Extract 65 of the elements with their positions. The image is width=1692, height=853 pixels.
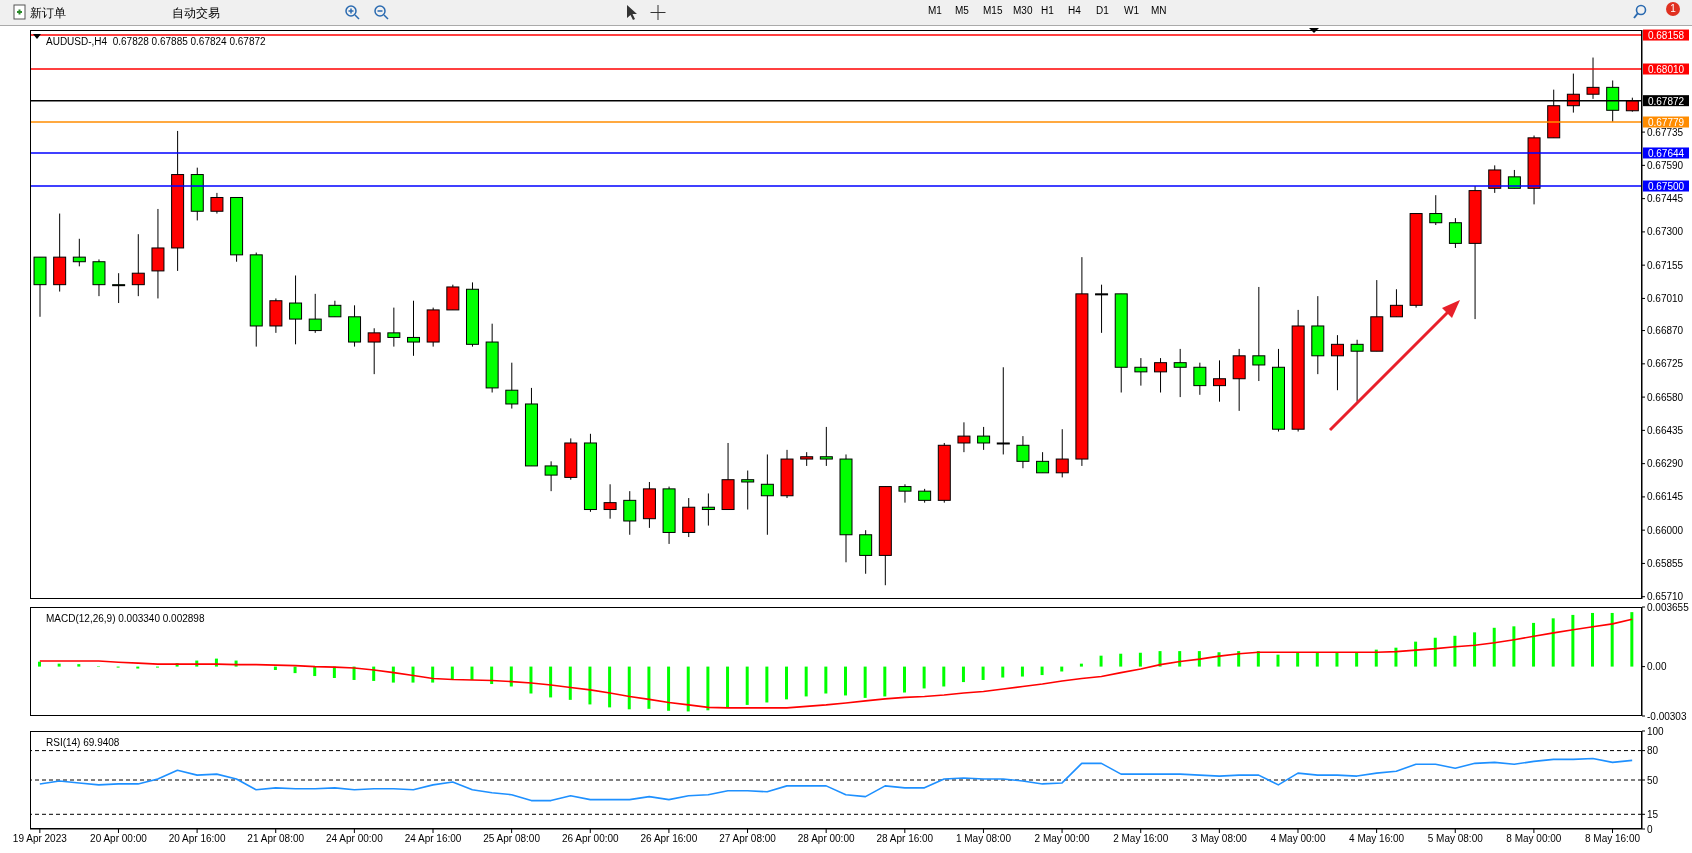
text: M5 <box>955 5 969 16</box>
text: M30 <box>1013 5 1033 16</box>
x-tick-label: 28 Apr 00:00 <box>797 833 855 845</box>
y-tick-label: 0 <box>1647 823 1653 835</box>
y-tick-label: 0.66580 <box>1647 391 1684 403</box>
y-tick-label: 0.66725 <box>1647 358 1684 370</box>
text: 新订单 <box>30 5 66 22</box>
y-tick-label: 50 <box>1647 774 1659 786</box>
y-tick-label: 0.67010 <box>1647 292 1684 304</box>
x-tick-label: 2 May 16:00 <box>1113 833 1169 845</box>
x-tick-label: 26 Apr 00:00 <box>561 833 620 845</box>
x-tick-label: 27 Apr 08:00 <box>719 833 777 845</box>
text: W1 <box>1124 5 1139 16</box>
y-tick-label: -0.00303 <box>1647 710 1687 722</box>
y-tick-label: 0.67735 <box>1647 126 1684 138</box>
y-tick-label: 0.67300 <box>1647 226 1684 238</box>
text: AUDUSD-,H4 0.67828 0.67885 0.67824 0.67872 <box>44 36 268 47</box>
x-tick-label: 20 Apr 16:00 <box>168 833 226 845</box>
text: M15 <box>983 5 1003 16</box>
y-tick-label: 15 <box>1647 808 1659 820</box>
text: H1 <box>1041 5 1054 16</box>
x-tick-label: 19 Apr 2023 <box>12 833 68 845</box>
x-tick-label: 26 Apr 16:00 <box>640 833 698 845</box>
x-tick-label: 8 May 16:00 <box>1584 833 1641 845</box>
y-tick-label: 0.003655 <box>1647 601 1690 613</box>
y-tick-label: 0.67590 <box>1647 159 1684 171</box>
y-tick-label: 100 <box>1647 725 1665 737</box>
y-tick-label: 0.67445 <box>1647 193 1684 205</box>
x-tick-label: 4 May 00:00 <box>1270 833 1326 845</box>
ref-line-label: 0.67872 <box>1647 95 1685 107</box>
y-tick-label: 0.66145 <box>1647 491 1684 503</box>
text: H4 <box>1068 5 1081 16</box>
y-tick-label: 0.66870 <box>1647 325 1684 337</box>
ref-line-label: 0.67500 <box>1647 181 1685 193</box>
x-tick-label: 1 May 08:00 <box>955 833 1012 845</box>
ref-line-label: 0.68158 <box>1647 30 1685 42</box>
text: 自动交易 <box>172 5 220 22</box>
text: MACD(12,26,9) 0.003340 0.002898 <box>44 613 207 624</box>
ref-line-label: 0.67644 <box>1647 147 1685 159</box>
x-tick-label: 20 Apr 00:00 <box>90 833 148 845</box>
y-tick-label: 0.65855 <box>1647 557 1684 569</box>
x-tick-label: 28 Apr 16:00 <box>876 833 934 845</box>
text: MN <box>1151 5 1167 16</box>
x-tick-label: 24 Apr 16:00 <box>404 833 462 845</box>
x-tick-label: 25 Apr 08:00 <box>483 833 541 845</box>
text: M1 <box>928 5 942 16</box>
x-tick-label: 4 May 16:00 <box>1349 833 1405 845</box>
y-tick-label: 0.67155 <box>1647 259 1684 271</box>
text: RSI(14) 69.9408 <box>44 737 122 748</box>
y-tick-label: 0.66435 <box>1647 424 1684 436</box>
x-tick-label: 21 Apr 08:00 <box>247 833 305 845</box>
x-tick-label: 5 May 08:00 <box>1427 833 1484 845</box>
x-tick-label: 3 May 08:00 <box>1191 833 1248 845</box>
text: D1 <box>1096 5 1109 16</box>
x-tick-label: 8 May 00:00 <box>1506 833 1562 845</box>
y-tick-label: 80 <box>1647 745 1659 757</box>
y-tick-label: 0.66000 <box>1647 524 1684 536</box>
text: 1 <box>1666 2 1680 16</box>
y-tick-label: 0.00 <box>1647 661 1667 673</box>
y-tick-label: 0.65710 <box>1647 591 1684 603</box>
x-tick-label: 24 Apr 00:00 <box>326 833 384 845</box>
x-tick-label: 2 May 00:00 <box>1034 833 1091 845</box>
y-tick-label: 0.66290 <box>1647 458 1684 470</box>
ref-line-label: 0.67779 <box>1647 117 1685 128</box>
ref-line-label: 0.68010 <box>1647 64 1685 75</box>
